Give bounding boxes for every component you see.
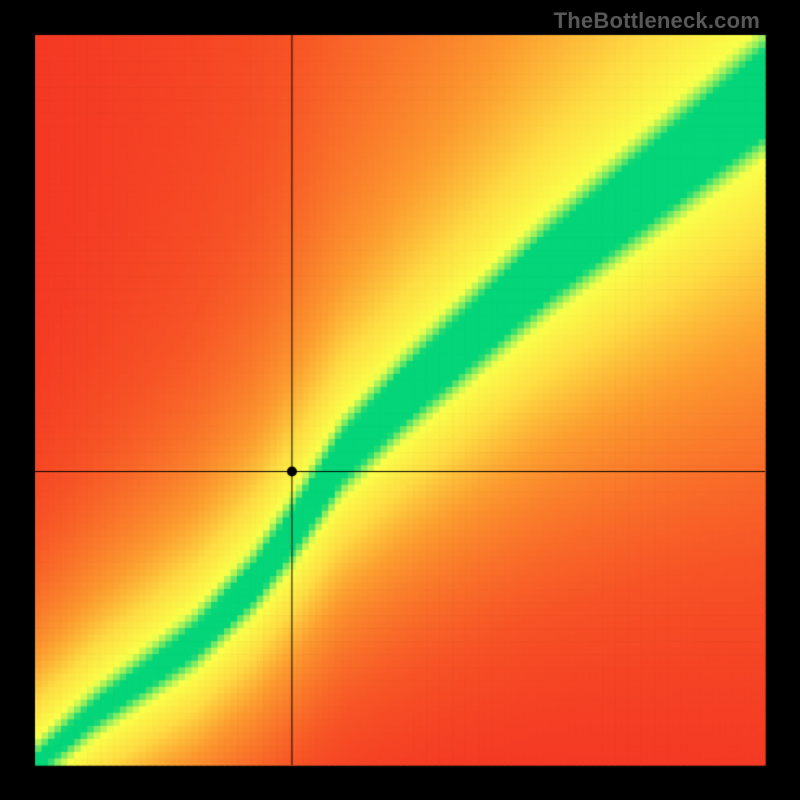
watermark-text: TheBottleneck.com xyxy=(554,8,760,34)
bottleneck-heatmap xyxy=(0,0,800,800)
